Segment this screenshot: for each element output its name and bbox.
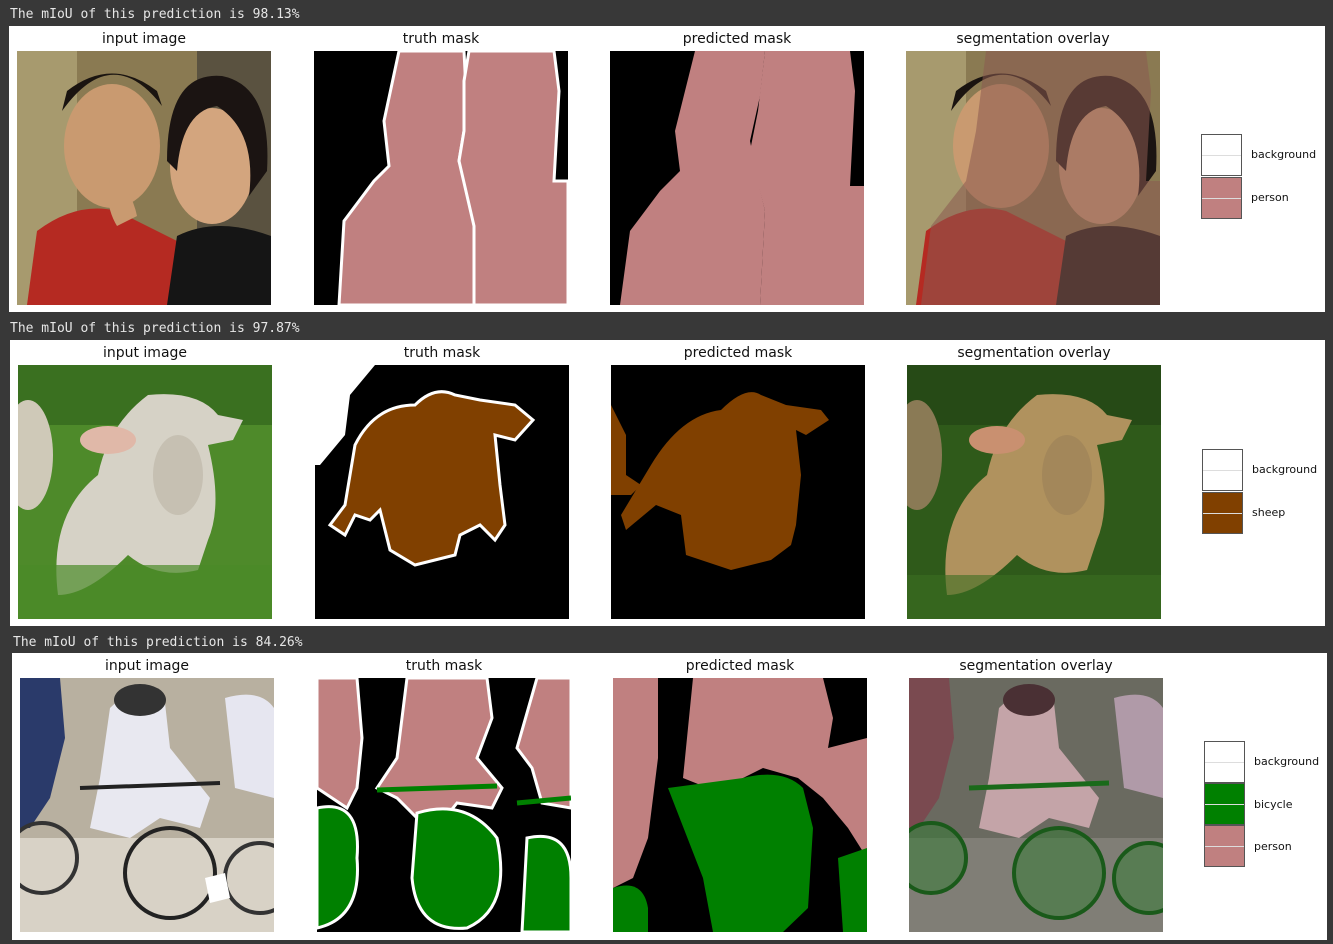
panel-title-predicted-mask: predicted mask <box>683 345 793 361</box>
truth-mask <box>315 365 569 619</box>
legend-swatch-background <box>1202 449 1243 491</box>
legend-label-bicycle: bicycle <box>1254 798 1293 811</box>
legend-swatch-background <box>1201 134 1242 176</box>
figure-row-1: input image truth mask predicted mask se… <box>9 26 1325 312</box>
legend-swatch-bicycle <box>1204 783 1245 825</box>
predicted-mask <box>613 678 867 932</box>
legend-swatch-person <box>1201 177 1242 219</box>
legend: background person <box>1201 134 1327 224</box>
legend-label-background: background <box>1251 148 1317 161</box>
miou-output-text-1: The mIoU of this prediction is 98.13% <box>10 7 300 22</box>
panel-title-truth-mask: truth mask <box>405 658 483 674</box>
legend-label-background: background <box>1254 755 1320 768</box>
legend: background bicycle person <box>1204 741 1330 871</box>
input-image <box>17 51 271 305</box>
input-image <box>18 365 272 619</box>
legend-swatch-person <box>1204 825 1245 867</box>
panel-title-segmentation-overlay: segmentation overlay <box>956 31 1110 47</box>
segmentation-overlay <box>909 678 1163 932</box>
panel-title-segmentation-overlay: segmentation overlay <box>957 345 1111 361</box>
figure-row-3: input image truth mask predicted mask se… <box>12 653 1327 940</box>
legend-label-person: person <box>1254 840 1292 853</box>
legend-swatch-sheep <box>1202 492 1243 534</box>
segmentation-overlay <box>906 51 1160 305</box>
miou-output-text-3: The mIoU of this prediction is 84.26% <box>13 635 303 650</box>
segmentation-overlay <box>907 365 1161 619</box>
legend-swatch-background <box>1204 741 1245 783</box>
figure-row-2: input image truth mask predicted mask se… <box>10 340 1325 626</box>
legend-label-person: person <box>1251 191 1289 204</box>
miou-output-text-2: The mIoU of this prediction is 97.87% <box>10 321 300 336</box>
legend-label-background: background <box>1252 463 1318 476</box>
predicted-mask <box>610 51 864 305</box>
panel-title-segmentation-overlay: segmentation overlay <box>959 658 1113 674</box>
truth-mask <box>317 678 571 932</box>
panel-title-truth-mask: truth mask <box>403 345 481 361</box>
panel-title-input-image: input image <box>102 345 188 361</box>
legend: background sheep <box>1202 449 1328 539</box>
panel-title-predicted-mask: predicted mask <box>685 658 795 674</box>
panel-title-input-image: input image <box>104 658 190 674</box>
panel-title-input-image: input image <box>101 31 187 47</box>
truth-mask <box>314 51 568 305</box>
panel-title-predicted-mask: predicted mask <box>682 31 792 47</box>
predicted-mask <box>611 365 865 619</box>
panel-title-truth-mask: truth mask <box>402 31 480 47</box>
legend-label-sheep: sheep <box>1252 506 1286 519</box>
input-image <box>20 678 274 932</box>
